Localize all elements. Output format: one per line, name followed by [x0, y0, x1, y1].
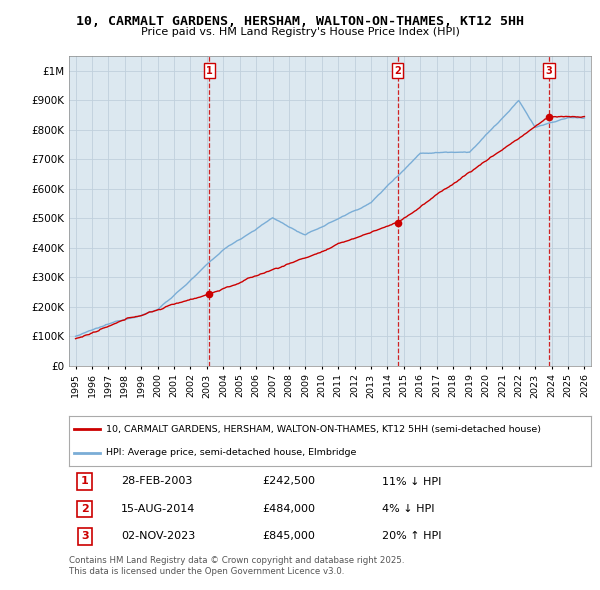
Text: 10, CARMALT GARDENS, HERSHAM, WALTON-ON-THAMES, KT12 5HH (semi-detached house): 10, CARMALT GARDENS, HERSHAM, WALTON-ON-… [106, 425, 541, 434]
Text: 1: 1 [81, 477, 89, 487]
Text: 28-FEB-2003: 28-FEB-2003 [121, 477, 193, 487]
Text: 1: 1 [206, 66, 213, 76]
Text: 2: 2 [394, 66, 401, 76]
Text: Price paid vs. HM Land Registry's House Price Index (HPI): Price paid vs. HM Land Registry's House … [140, 27, 460, 37]
Text: 15-AUG-2014: 15-AUG-2014 [121, 504, 196, 514]
Text: £845,000: £845,000 [262, 531, 315, 541]
Text: 3: 3 [545, 66, 553, 76]
Text: 10, CARMALT GARDENS, HERSHAM, WALTON-ON-THAMES, KT12 5HH: 10, CARMALT GARDENS, HERSHAM, WALTON-ON-… [76, 15, 524, 28]
Text: £484,000: £484,000 [262, 504, 315, 514]
Text: 2: 2 [81, 504, 89, 514]
Text: 3: 3 [81, 531, 88, 541]
Text: £242,500: £242,500 [262, 477, 315, 487]
Text: 20% ↑ HPI: 20% ↑ HPI [382, 531, 442, 541]
Text: 4% ↓ HPI: 4% ↓ HPI [382, 504, 434, 514]
Text: Contains HM Land Registry data © Crown copyright and database right 2025.
This d: Contains HM Land Registry data © Crown c… [69, 556, 404, 575]
Text: 02-NOV-2023: 02-NOV-2023 [121, 531, 196, 541]
Text: HPI: Average price, semi-detached house, Elmbridge: HPI: Average price, semi-detached house,… [106, 448, 356, 457]
Text: 11% ↓ HPI: 11% ↓ HPI [382, 477, 442, 487]
